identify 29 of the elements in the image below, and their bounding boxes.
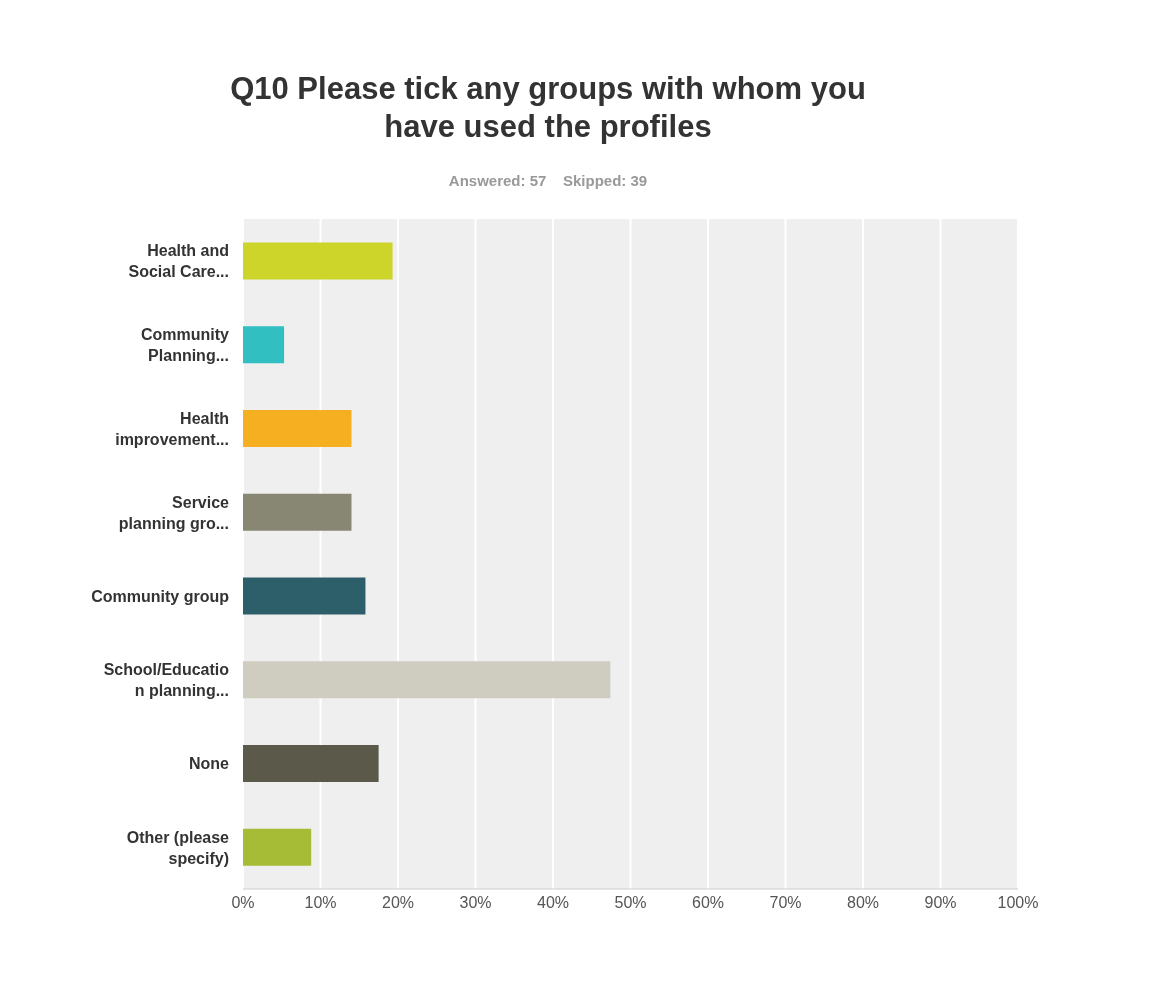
y-tick-label: Other (please specify) <box>126 828 230 867</box>
x-tick-label: 80% <box>846 894 880 912</box>
x-tick-label: 50% <box>614 894 647 912</box>
y-tick-label: School/Education planning... <box>103 660 230 699</box>
x-tick-label: 20% <box>381 894 415 912</box>
x-tick-label: 30% <box>459 894 492 912</box>
bar <box>243 409 352 447</box>
y-tick-label: Community Planning... <box>141 325 230 364</box>
bar <box>243 661 611 699</box>
y-tick-label: Health improvement... <box>115 409 229 448</box>
x-tick-label: 90% <box>924 894 957 912</box>
bar <box>243 744 379 782</box>
x-tick-label: 60% <box>691 894 725 912</box>
x-tick-label: 70% <box>769 894 802 912</box>
x-tick-label: 100% <box>997 894 1039 912</box>
chart-title: Q10 Please tick any groups with whom you have used the profiles <box>229 70 867 146</box>
bar <box>243 577 366 615</box>
y-tick-label: Service planning gro... <box>118 493 230 532</box>
chart-subtitle: Answered: 57 Skipped: 39 <box>447 172 649 189</box>
bar <box>243 828 312 866</box>
bar <box>243 242 393 280</box>
x-tick-label: 0% <box>231 894 255 912</box>
x-tick-label: 40% <box>536 894 570 912</box>
y-tick-label: Health and Social Care... <box>128 241 229 280</box>
bar <box>243 326 285 364</box>
y-tick-label: None <box>189 754 230 772</box>
y-tick-label: Community group <box>91 587 230 605</box>
x-tick-label: 10% <box>304 894 337 912</box>
bar <box>243 493 352 531</box>
